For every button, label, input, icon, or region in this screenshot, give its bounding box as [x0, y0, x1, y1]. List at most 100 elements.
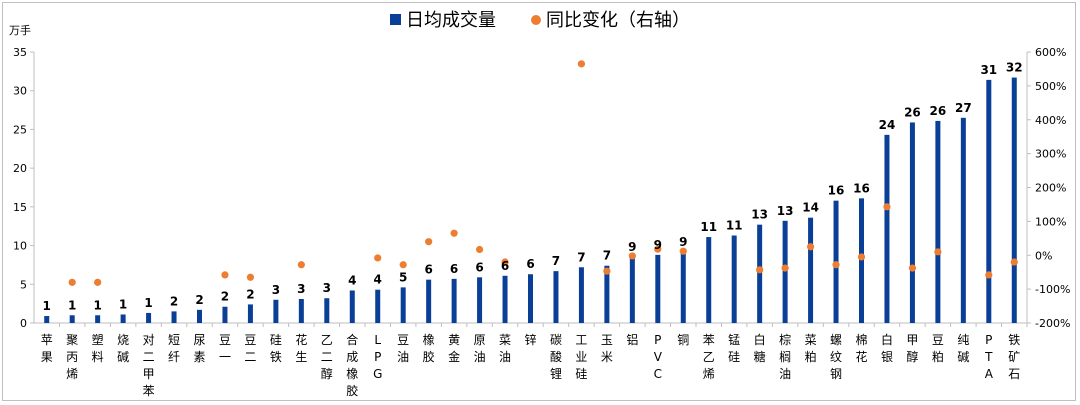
- category-label: 乙二醇: [321, 333, 333, 381]
- yoy-point: [628, 252, 636, 260]
- category-label-char: 硅: [575, 367, 587, 381]
- volume-data-label: 26: [930, 104, 947, 118]
- category-label-char: 硅: [728, 350, 740, 364]
- volume-data-label: 9: [628, 240, 636, 254]
- yoy-point: [756, 266, 764, 274]
- yoy-point: [857, 253, 866, 261]
- category-label: 烧碱: [117, 333, 129, 364]
- volume-bar: [426, 279, 432, 323]
- category-label: PTA: [984, 333, 994, 381]
- category-label-char: 纤: [168, 350, 180, 364]
- category-labels: 苹果聚丙烯塑料烧碱对二甲苯短纤尿素豆一豆二硅铁花生乙二醇合成橡胶LPG豆油橡胶黄…: [41, 332, 1021, 398]
- category-label-char: 白: [881, 332, 893, 347]
- category-label: 工业硅: [575, 333, 587, 381]
- bars: [44, 77, 1017, 324]
- category-label-char: 聚: [66, 333, 78, 347]
- y-left-tick-label: 35: [13, 46, 27, 59]
- category-label: 纯碱: [957, 333, 969, 364]
- volume-bar: [273, 299, 279, 323]
- category-label: PVC: [654, 333, 663, 381]
- category-label-char: 油: [474, 350, 486, 364]
- volume-data-label: 9: [679, 235, 687, 249]
- category-label: 苯乙烯: [703, 333, 715, 381]
- category-label-char: 胶: [423, 349, 435, 364]
- y-right-tick-label: 400%: [1035, 114, 1066, 127]
- category-label-char: 苹: [41, 333, 53, 347]
- category-label-char: 白: [754, 332, 766, 347]
- volume-bar: [655, 254, 661, 323]
- volume-data-label: 24: [879, 118, 896, 132]
- yoy-point: [832, 261, 840, 269]
- volume-data-label: 2: [195, 293, 203, 307]
- category-label-char: 纹: [830, 350, 842, 364]
- category-label-char: P: [654, 333, 661, 347]
- volume-data-label: 7: [603, 249, 611, 263]
- category-label: 苹果: [41, 333, 53, 364]
- yoy-point: [934, 248, 942, 256]
- category-label-char: C: [654, 367, 662, 381]
- category-label: 菜油: [499, 333, 511, 364]
- volume-bar: [69, 315, 75, 323]
- category-label: 菜粕: [805, 333, 817, 364]
- volume-bar: [629, 257, 635, 323]
- volume-data-label: 13: [751, 208, 768, 222]
- category-label-char: 二: [321, 350, 333, 364]
- volume-bar: [349, 290, 355, 323]
- category-label-char: 乙: [703, 350, 715, 364]
- y-right-tick-label: -100%: [1035, 283, 1070, 296]
- yoy-point: [908, 264, 917, 272]
- volume-bar: [884, 134, 890, 323]
- volume-data-label: 1: [93, 298, 101, 312]
- category-label-char: 尿: [193, 333, 205, 347]
- category-label-char: 生: [295, 350, 307, 364]
- category-label: 玉米: [601, 333, 613, 364]
- category-label-char: A: [985, 367, 994, 381]
- category-label-char: 糖: [754, 349, 766, 364]
- category-label: 铜: [677, 332, 689, 347]
- yoy-point: [985, 271, 993, 279]
- volume-data-label: 5: [399, 270, 407, 284]
- category-label: 铁矿石: [1008, 333, 1020, 381]
- category-label-char: 素: [193, 350, 205, 364]
- category-label: 白糖: [754, 332, 766, 364]
- category-label-char: 铁: [270, 350, 282, 364]
- category-label-char: 一: [219, 350, 231, 364]
- category-label: 豆粕: [932, 333, 944, 364]
- yoy-points: [68, 60, 1018, 286]
- volume-bar: [502, 275, 508, 323]
- yoy-point: [374, 254, 382, 262]
- category-label-char: 花: [295, 332, 307, 347]
- volume-bar: [95, 315, 101, 323]
- volume-bar: [1011, 77, 1017, 324]
- yoy-point: [246, 273, 255, 281]
- volume-bar: [120, 314, 126, 323]
- y-left-tick-label: 5: [20, 278, 27, 291]
- category-label-char: 橡: [423, 333, 435, 347]
- volume-bar: [528, 274, 533, 323]
- category-label-char: 碳: [550, 333, 562, 347]
- category-label-char: 业: [575, 350, 587, 364]
- volume-bar: [859, 198, 864, 323]
- category-label-char: 粕: [932, 349, 944, 364]
- category-label-char: 醇: [906, 349, 918, 364]
- yoy-point: [475, 245, 484, 254]
- category-label-char: L: [374, 333, 381, 347]
- volume-data-label: 16: [828, 184, 845, 198]
- category-label-char: 果: [41, 350, 53, 364]
- category-label: 尿素: [193, 333, 205, 364]
- category-label-char: 棉: [855, 333, 867, 347]
- category-label-char: 铜: [677, 332, 689, 347]
- category-label: 花生: [295, 332, 307, 364]
- category-label-char: 胶: [346, 383, 358, 398]
- category-label-char: 苯: [703, 333, 715, 347]
- volume-bar: [44, 316, 50, 323]
- category-label-char: 米: [601, 350, 613, 364]
- y-right-tick-label: 600%: [1035, 46, 1066, 59]
- yoy-point: [1010, 258, 1018, 266]
- volume-data-label: 3: [323, 281, 331, 295]
- y-right-tick-label: 200%: [1035, 182, 1066, 195]
- volume-data-label: 7: [552, 254, 560, 268]
- y-right-tick-label: 500%: [1035, 80, 1066, 93]
- category-label-char: 铝: [626, 332, 638, 347]
- category-label-char: 原: [474, 333, 486, 347]
